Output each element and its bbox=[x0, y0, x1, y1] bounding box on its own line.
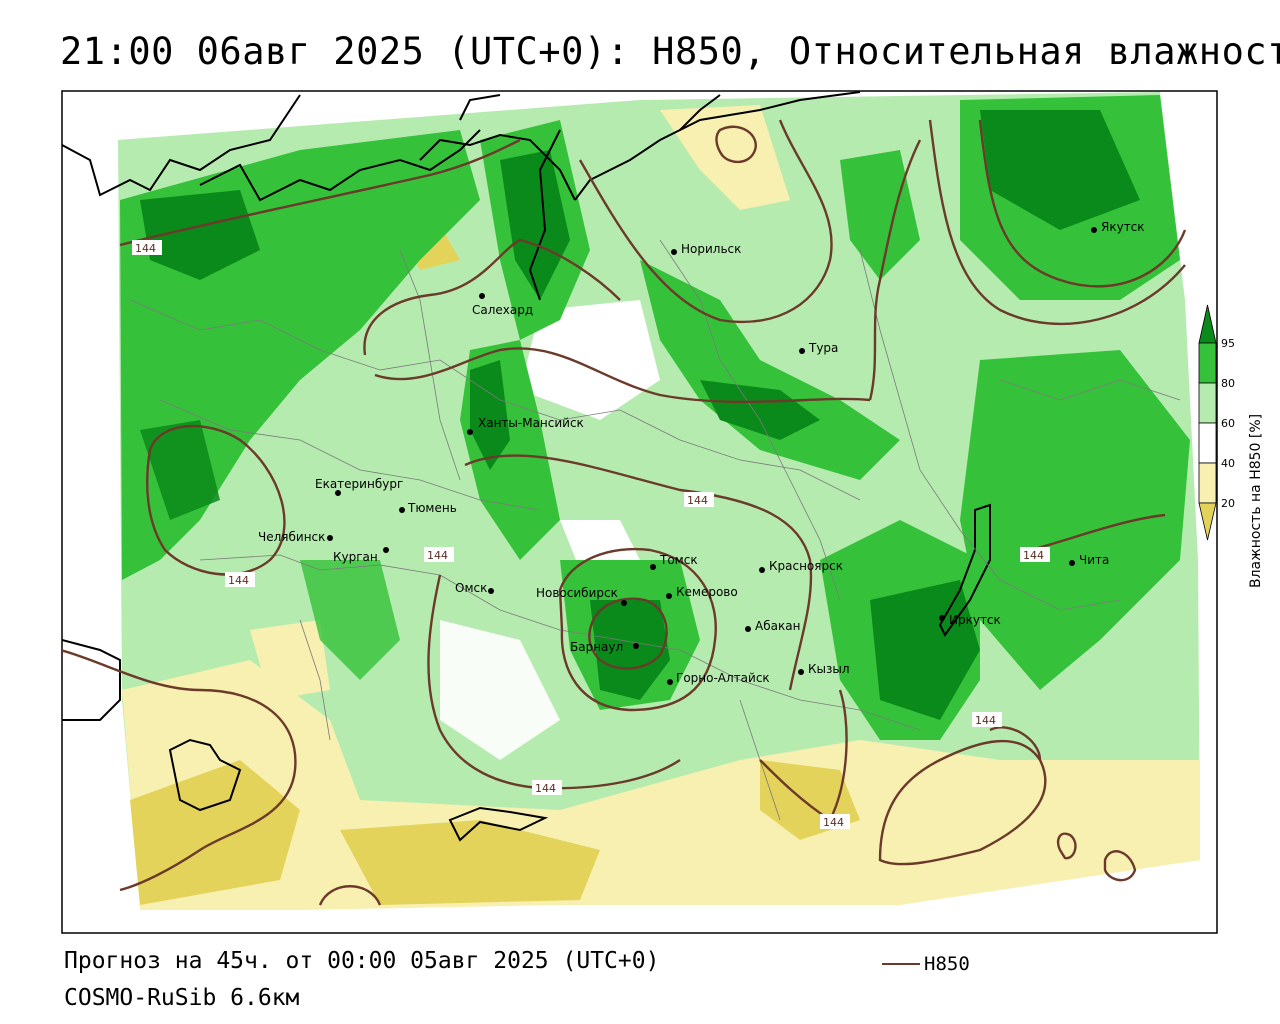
svg-text:Кемерово: Кемерово bbox=[676, 585, 738, 599]
city-irkutsk: Иркутск bbox=[939, 613, 1001, 627]
city-barnaul: Барнаул bbox=[570, 640, 639, 654]
model-name: COSMO-RuSib 6.6км bbox=[64, 985, 300, 1011]
svg-text:Омск: Омск bbox=[455, 581, 487, 595]
svg-text:144: 144 bbox=[427, 549, 448, 562]
city-khanty-mansiysk: Ханты-Мансийск bbox=[467, 416, 584, 435]
colorbar-tick: 80 bbox=[1221, 377, 1235, 390]
svg-text:Ханты-Мансийск: Ханты-Мансийск bbox=[478, 416, 584, 430]
svg-text:Екатеринбург: Екатеринбург bbox=[315, 477, 403, 491]
city-gorno-altaysk: Горно-Алтайск bbox=[667, 671, 770, 685]
svg-text:144: 144 bbox=[1023, 549, 1044, 562]
city-krasnoyarsk: Красноярск bbox=[759, 559, 843, 573]
isoline-label: 144 bbox=[132, 240, 162, 255]
svg-text:Салехард: Салехард bbox=[472, 303, 533, 317]
city-kurgan: Курган bbox=[333, 547, 389, 564]
svg-text:144: 144 bbox=[823, 816, 844, 829]
isoline-label: 144 bbox=[532, 780, 562, 795]
svg-text:Якутск: Якутск bbox=[1101, 220, 1145, 234]
city-tomsk: Томск bbox=[650, 553, 698, 570]
isoline-labels: 144 144 144 144 144 144 144 144 bbox=[132, 240, 1050, 829]
isoline-label: 144 bbox=[820, 814, 850, 829]
city-novosibirsk: Новосибирск bbox=[536, 586, 627, 606]
city-salekhard: Салехард bbox=[472, 293, 533, 317]
colorbar-title: Влажность на H850 [%] bbox=[1248, 414, 1264, 588]
h850-legend-line bbox=[882, 963, 920, 965]
city-kemerovo: Кемерово bbox=[666, 585, 738, 599]
svg-text:144: 144 bbox=[975, 714, 996, 727]
city-norilsk: Норильск bbox=[671, 242, 741, 256]
svg-text:Горно-Алтайск: Горно-Алтайск bbox=[676, 671, 770, 685]
city-yakutsk: Якутск bbox=[1091, 220, 1145, 234]
svg-text:Новосибирск: Новосибирск bbox=[536, 586, 618, 600]
coastlines bbox=[62, 91, 991, 842]
colorbar-tick: 60 bbox=[1221, 417, 1235, 430]
svg-text:Норильск: Норильск bbox=[681, 242, 741, 256]
city-chelyabinsk: Челябинск bbox=[258, 530, 333, 544]
svg-text:Челябинск: Челябинск bbox=[258, 530, 325, 544]
isoline-label: 144 bbox=[424, 547, 454, 562]
humidity-field bbox=[118, 92, 1200, 910]
colorbar-tick: 95 bbox=[1221, 337, 1235, 350]
svg-text:Томск: Томск bbox=[659, 553, 698, 567]
forecast-info: Прогноз на 45ч. от 00:00 05авг 2025 (UTC… bbox=[64, 948, 660, 974]
svg-text:Кызыл: Кызыл bbox=[808, 662, 850, 676]
h850-legend-label: H850 bbox=[924, 953, 970, 975]
svg-text:Тура: Тура bbox=[808, 341, 838, 355]
city-chita: Чита bbox=[1069, 553, 1109, 567]
map-title: 21:00 06авг 2025 (UTC+0): H850, Относите… bbox=[60, 30, 1280, 73]
isoline-label: 144 bbox=[225, 572, 255, 587]
svg-text:Чита: Чита bbox=[1079, 553, 1109, 567]
isoline-label: 144 bbox=[1020, 547, 1050, 562]
cities: Норильск Якутск Салехард Тура Ханты-Манс… bbox=[258, 220, 1145, 685]
h850-contours bbox=[62, 119, 1187, 906]
svg-text:144: 144 bbox=[687, 494, 708, 507]
city-yekaterinburg: Екатеринбург bbox=[315, 477, 403, 496]
city-kyzyl: Кызыл bbox=[798, 662, 850, 676]
isoline-label: 144 bbox=[972, 712, 1002, 727]
admin-borders bbox=[129, 239, 1181, 821]
city-tyumen: Тюмень bbox=[399, 501, 457, 515]
svg-text:Красноярск: Красноярск bbox=[769, 559, 843, 573]
city-tura: Тура bbox=[799, 341, 838, 355]
svg-text:Курган: Курган bbox=[333, 550, 378, 564]
svg-text:144: 144 bbox=[135, 242, 156, 255]
isoline-label: 144 bbox=[684, 492, 714, 507]
colorbar-tick: 20 bbox=[1221, 497, 1235, 510]
svg-text:Барнаул: Барнаул bbox=[570, 640, 623, 654]
svg-text:144: 144 bbox=[535, 782, 556, 795]
svg-text:Иркутск: Иркутск bbox=[949, 613, 1001, 627]
city-abakan: Абакан bbox=[745, 619, 800, 633]
svg-text:Абакан: Абакан bbox=[755, 619, 800, 633]
colorbar-tick: 40 bbox=[1221, 457, 1235, 470]
svg-text:144: 144 bbox=[228, 574, 249, 587]
city-omsk: Омск bbox=[455, 581, 494, 595]
colorbar: 95 80 60 40 20 Влажность на H850 [%] bbox=[1198, 304, 1264, 588]
svg-text:Тюмень: Тюмень bbox=[407, 501, 457, 515]
